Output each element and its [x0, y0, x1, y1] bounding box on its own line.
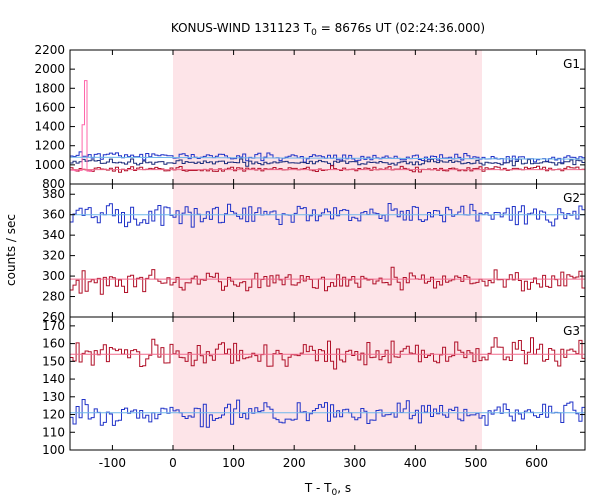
x-tick-label: 600 [525, 456, 548, 470]
y-tick-label: 2000 [34, 62, 65, 76]
shaded-interval [173, 184, 482, 317]
y-tick-label: 110 [42, 425, 65, 439]
y-tick-label: 150 [42, 354, 65, 368]
x-axis-label: T - T0, s [304, 481, 351, 498]
y-tick-label: 800 [42, 177, 65, 191]
y-tick-label: 1000 [34, 158, 65, 172]
series-step-1 [70, 158, 585, 167]
panel-g2: 260 280 300 320 340 360 380 G2 [42, 183, 586, 324]
panel-label: G2 [563, 191, 580, 205]
y-tick-label: 320 [42, 249, 65, 263]
y-tick-label: 1400 [34, 120, 65, 134]
x-tick-label: 200 [283, 456, 306, 470]
y-tick-label: 300 [42, 269, 65, 283]
fit-line [69, 156, 586, 160]
series-step-0 [70, 337, 585, 370]
y-tick-label: 1600 [34, 100, 65, 114]
y-tick-label: 340 [42, 228, 65, 242]
y-tick-label: 130 [42, 390, 65, 404]
chart-title: KONUS-WIND 131123 T0 = 8676s UT (02:24:3… [171, 21, 485, 38]
y-tick-label: 360 [42, 208, 65, 222]
series-step-3 [70, 80, 95, 172]
y-tick-label: 280 [42, 290, 65, 304]
series-step-0 [70, 203, 585, 228]
y-tick-label: 260 [42, 310, 65, 324]
x-tick-label: -100 [99, 456, 126, 470]
x-tick-label: 500 [464, 456, 487, 470]
x-tick-label: 400 [404, 456, 427, 470]
series-step-1 [70, 399, 585, 428]
y-tick-label: 160 [42, 337, 65, 351]
y-tick-label: 1200 [34, 139, 65, 153]
y-tick-label: 140 [42, 372, 65, 386]
panel-frame [69, 316, 586, 451]
x-tick-label: 300 [343, 456, 366, 470]
panel-g3: 100 110 120 130 140 150 160 170 -100 0 100 200 300 40… [42, 316, 586, 470]
y-tick-label: 120 [42, 408, 65, 422]
y-tick-label: 100 [42, 443, 65, 457]
y-tick-label: 1800 [34, 81, 65, 95]
x-tick-label: 100 [222, 456, 245, 470]
x-tick-label: 0 [169, 456, 177, 470]
panel-g1: 800 1000 1200 1400 1600 1800 2000 2200 G1 [34, 43, 586, 191]
shaded-interval [173, 317, 482, 450]
y-axis-label: counts / sec [4, 214, 18, 286]
y-tick-label: 380 [42, 187, 65, 201]
y-tick-label: 2200 [34, 43, 65, 57]
panel-label: G3 [563, 324, 580, 338]
y-tick-label: 170 [42, 319, 65, 333]
panel-label: G1 [563, 57, 580, 71]
